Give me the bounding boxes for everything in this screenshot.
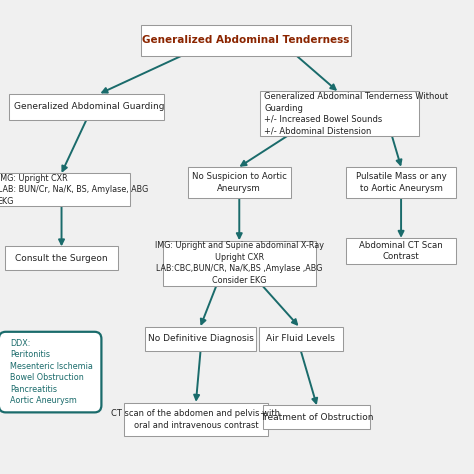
FancyBboxPatch shape	[141, 25, 351, 56]
Text: Pulsatile Mass or any
to Aortic Aneurysm: Pulsatile Mass or any to Aortic Aneurysm	[356, 172, 447, 193]
Text: No Suspicion to Aortic
Aneurysm: No Suspicion to Aortic Aneurysm	[192, 172, 287, 193]
FancyBboxPatch shape	[163, 241, 316, 285]
Text: Generalized Abdominal Guarding: Generalized Abdominal Guarding	[14, 102, 164, 111]
Text: IMG: Upright and Supine abdominal X-Ray
Upright CXR
LAB:CBC,BUN/CR, Na/K,BS ,Amy: IMG: Upright and Supine abdominal X-Ray …	[155, 241, 324, 285]
FancyBboxPatch shape	[259, 327, 343, 351]
Text: Air Fluid Levels: Air Fluid Levels	[266, 335, 335, 343]
Text: Generalized Abdominal Tenderness: Generalized Abdominal Tenderness	[142, 35, 350, 46]
Text: CT scan of the abdomen and pelvis with
oral and intravenous contrast: CT scan of the abdomen and pelvis with o…	[111, 409, 281, 430]
Text: Treatment of Obstruction: Treatment of Obstruction	[260, 413, 374, 421]
Text: DDX:
Peritonitis
Mesenteric Ischemia
Bowel Obstruction
Pancreatitis
Aortic Aneur: DDX: Peritonitis Mesenteric Ischemia Bow…	[10, 339, 93, 405]
FancyBboxPatch shape	[263, 405, 370, 429]
FancyBboxPatch shape	[124, 403, 268, 436]
FancyBboxPatch shape	[0, 173, 130, 206]
FancyBboxPatch shape	[260, 91, 419, 137]
Text: Generalized Abdominal Tenderness Without
Guarding
+/- Increased Bowel Sounds
+/-: Generalized Abdominal Tenderness Without…	[264, 92, 448, 136]
Text: IMG: Upright CXR
LAB: BUN/Cr, Na/K, BS, Amylase, ABG
EKG: IMG: Upright CXR LAB: BUN/Cr, Na/K, BS, …	[0, 173, 148, 206]
FancyBboxPatch shape	[188, 167, 291, 198]
Text: Abdominal CT Scan
Contrast: Abdominal CT Scan Contrast	[359, 241, 443, 262]
Text: No Definitive Diagnosis: No Definitive Diagnosis	[147, 335, 254, 343]
FancyBboxPatch shape	[5, 246, 118, 270]
Text: Consult the Surgeon: Consult the Surgeon	[15, 254, 108, 263]
FancyBboxPatch shape	[346, 238, 456, 264]
FancyBboxPatch shape	[145, 327, 256, 351]
FancyBboxPatch shape	[346, 167, 456, 198]
FancyBboxPatch shape	[0, 332, 101, 412]
FancyBboxPatch shape	[9, 94, 164, 120]
